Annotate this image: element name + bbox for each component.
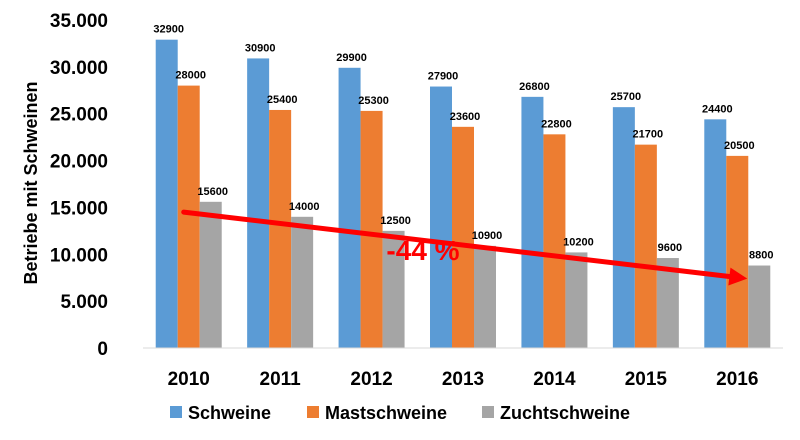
- legend-label: Zuchtschweine: [500, 403, 630, 423]
- data-label: 9600: [658, 242, 682, 254]
- legend-label: Schweine: [188, 403, 271, 423]
- data-label: 25400: [267, 94, 298, 106]
- x-ticks: 2010 2011 2012 2013 2014 2015 2016: [168, 369, 759, 390]
- bars: [155, 39, 771, 349]
- data-label: 21700: [633, 129, 664, 141]
- trend-annotation-text: -44 %: [386, 235, 459, 266]
- trend-arrow-line: [181, 209, 734, 280]
- data-label: 20500: [724, 140, 755, 152]
- data-label: 24400: [702, 103, 733, 115]
- data-label: 23600: [450, 111, 481, 123]
- bar-mastschweine-2016: [726, 155, 749, 348]
- data-label: 26800: [519, 81, 550, 93]
- bar-mastschweine-2014: [543, 134, 566, 348]
- bar-zuchtschweine-2013: [474, 245, 496, 348]
- data-label: 25700: [611, 91, 642, 103]
- y-tick-label: 25.000: [50, 105, 108, 126]
- y-tick-label: 0: [97, 339, 108, 360]
- trend-arrow-head: [728, 267, 748, 286]
- bar-mastschweine-2013: [452, 126, 474, 348]
- bar-schweine-2014: [521, 96, 544, 349]
- data-label: 10900: [472, 230, 503, 242]
- x-tick-label: 2014: [533, 369, 576, 390]
- x-tick-label: 2013: [442, 369, 484, 390]
- y-axis-label-group: Betriebe mit Schweinen: [21, 81, 41, 284]
- y-tick-label: 20.000: [50, 152, 108, 173]
- bar-mastschweine-2015: [634, 144, 657, 348]
- data-label: 28000: [175, 70, 206, 82]
- legend-swatch: [482, 406, 494, 418]
- legend-swatch: [307, 406, 319, 418]
- y-axis-label: Betriebe mit Schweinen: [21, 81, 41, 284]
- y-tick-label: 10.000: [50, 245, 108, 266]
- y-tick-label: 5.000: [60, 292, 108, 313]
- bar-zuchtschweine-2012: [382, 230, 405, 348]
- data-label: 29900: [336, 52, 367, 64]
- x-tick-label: 2012: [350, 369, 392, 390]
- y-tick-label: 30.000: [50, 58, 108, 79]
- data-label: 8800: [749, 250, 773, 262]
- bar-zuchtschweine-2010: [199, 201, 222, 348]
- bar-schweine-2012: [338, 67, 361, 349]
- bar-schweine-2015: [612, 107, 635, 348]
- bar-mastschweine-2011: [269, 109, 292, 348]
- legend-swatch: [170, 406, 182, 418]
- data-label: 27900: [428, 71, 459, 83]
- x-tick-label: 2016: [716, 369, 758, 390]
- data-labels: 32900 28000 15600 30900 25400 14000 29900 25300…: [153, 24, 773, 262]
- bar-schweine-2016: [704, 119, 727, 348]
- data-label: 25300: [358, 95, 389, 107]
- y-tick-label: 15.000: [50, 198, 108, 219]
- y-tick-label: 35.000: [50, 11, 108, 32]
- data-label: 15600: [197, 186, 228, 198]
- bar-zuchtschweine-2011: [291, 216, 314, 348]
- data-label: 30900: [245, 42, 276, 54]
- x-tick-label: 2010: [168, 369, 210, 390]
- bar-zuchtschweine-2014: [565, 252, 588, 348]
- bar-mastschweine-2012: [360, 110, 383, 348]
- bar-schweine-2011: [247, 58, 270, 349]
- data-label: 22800: [541, 118, 572, 130]
- bar-mastschweine-2010: [177, 85, 200, 348]
- legend: Schweine Mastschweine Zuchtschweine: [170, 403, 630, 423]
- data-label: 32900: [153, 24, 184, 36]
- data-label: 14000: [289, 201, 320, 213]
- bar-schweine-2010: [155, 39, 178, 349]
- bar-zuchtschweine-2016: [748, 265, 771, 348]
- bar-schweine-2013: [430, 86, 452, 348]
- data-label: 12500: [380, 215, 411, 227]
- x-tick-label: 2011: [260, 369, 302, 390]
- trend-annotation: -44 %: [181, 209, 748, 286]
- bar-zuchtschweine-2015: [656, 258, 679, 348]
- x-tick-label: 2015: [625, 369, 668, 390]
- data-label: 10200: [563, 236, 594, 248]
- legend-label: Mastschweine: [325, 403, 447, 423]
- y-ticks: 0 5.000 10.000 15.000 20.000 25.000 30.000 35.0…: [50, 11, 108, 360]
